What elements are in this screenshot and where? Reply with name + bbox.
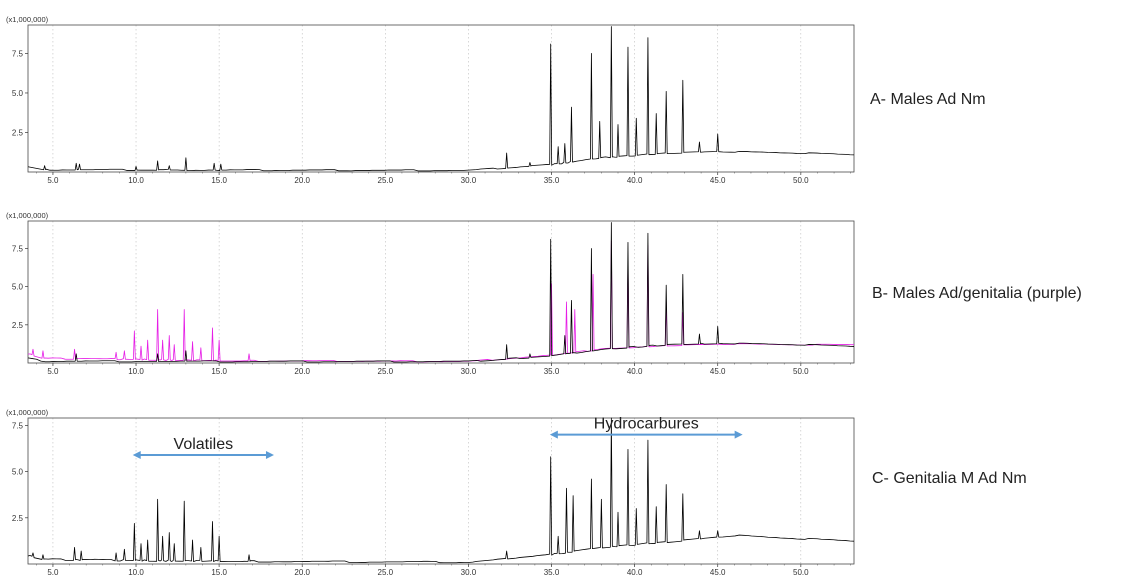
x-tick-label: 45.0: [710, 176, 726, 185]
series-line-1: [27, 417, 855, 564]
x-tick-label: 15.0: [211, 568, 227, 576]
annotation-label: Hydrocarbures: [594, 416, 699, 433]
x-tick-label: 15.0: [211, 367, 227, 376]
annotation-arrowhead: [549, 430, 558, 439]
x-tick-label: 30.0: [461, 176, 477, 185]
x-tick-label: 40.0: [627, 367, 643, 376]
y-tick-label: 2.5: [12, 514, 24, 523]
chart-panel-2: 5.0 10.0 15.0 20.0 25.0 30.0 35.0 40.0 45.0 50.0 2…: [6, 211, 1082, 376]
x-tick-label: 15.0: [211, 176, 227, 185]
chart-panel-3: 5.0 10.0 15.0 20.0 25.0 30.0 35.0 40.0 45.0 50.0 2…: [6, 408, 1027, 576]
x-tick-label: 50.0: [793, 367, 809, 376]
y-tick-label: 7.5: [12, 421, 24, 430]
x-tick-label: 35.0: [544, 568, 560, 576]
annotation-arrowhead: [132, 450, 141, 459]
x-tick-label: 50.0: [793, 176, 809, 185]
x-tick-label: 10.0: [128, 568, 144, 576]
y-scale-label: (x1,000,000): [6, 408, 49, 417]
y-scale-label: (x1,000,000): [6, 211, 49, 220]
x-tick-label: 10.0: [128, 367, 144, 376]
x-tick-label: 45.0: [710, 367, 726, 376]
plot-frame: [27, 417, 855, 565]
annotation-arrowhead: [734, 430, 743, 439]
x-tick-label: 25.0: [378, 367, 394, 376]
chart-panel-1: 5.0 10.0 15.0 20.0 25.0 30.0 35.0 40.0 45.0 50.0 2…: [6, 15, 986, 185]
y-tick-label: 2.5: [12, 128, 24, 137]
x-tick-label: 30.0: [461, 367, 477, 376]
x-tick-label: 5.0: [47, 568, 59, 576]
annotation-label: Volatiles: [174, 436, 234, 453]
x-tick-label: 40.0: [627, 176, 643, 185]
x-tick-label: 5.0: [47, 367, 59, 376]
y-scale-label: (x1,000,000): [6, 15, 49, 24]
x-tick-label: 5.0: [47, 176, 59, 185]
sample-label: B- Males Ad/genitalia (purple): [872, 285, 1082, 302]
y-tick-label: 5.0: [12, 468, 24, 477]
x-tick-label: 30.0: [461, 568, 477, 576]
x-tick-label: 50.0: [793, 568, 809, 576]
x-tick-label: 20.0: [294, 176, 310, 185]
x-tick-label: 25.0: [378, 568, 394, 576]
plot-frame: [27, 24, 855, 173]
y-tick-label: 5.0: [12, 283, 24, 292]
y-tick-label: 7.5: [12, 49, 24, 58]
x-tick-label: 45.0: [710, 568, 726, 576]
y-tick-label: 5.0: [12, 89, 24, 98]
plot-frame: [27, 220, 855, 364]
y-tick-label: 2.5: [12, 321, 24, 330]
x-tick-label: 20.0: [294, 568, 310, 576]
x-tick-label: 25.0: [378, 176, 394, 185]
y-tick-label: 7.5: [12, 244, 24, 253]
annotation-arrowhead: [265, 450, 274, 459]
x-tick-label: 10.0: [128, 176, 144, 185]
x-tick-label: 20.0: [294, 367, 310, 376]
series-line-2: [27, 222, 855, 363]
series-line-1: [27, 26, 855, 172]
sample-label: A- Males Ad Nm: [870, 91, 986, 108]
x-tick-label: 35.0: [544, 367, 560, 376]
x-tick-label: 40.0: [627, 568, 643, 576]
x-tick-label: 35.0: [544, 176, 560, 185]
sample-label: C- Genitalia M Ad Nm: [872, 470, 1027, 487]
